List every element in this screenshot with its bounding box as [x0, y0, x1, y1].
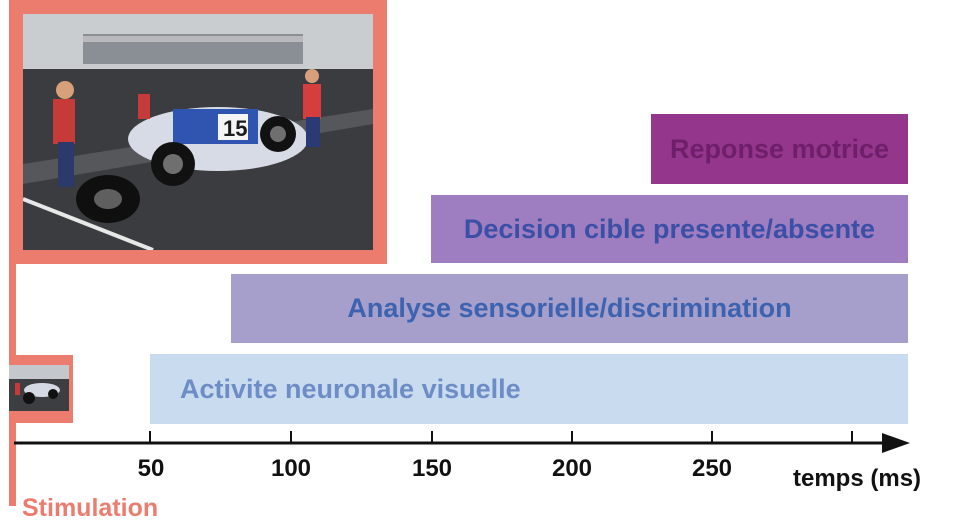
process-bar-analyse-sensorielle: Analyse sensorielle/discrimination — [231, 274, 908, 343]
process-label: Analyse sensorielle/discrimination — [347, 293, 792, 323]
axis-tick-label: 150 — [411, 455, 453, 482]
process-label: Decision cible presente/absente — [463, 213, 876, 244]
axis-tick-label: 250 — [691, 455, 733, 482]
race-car-thumbnail — [9, 365, 69, 411]
stimulus-thumbnail-frame — [9, 355, 73, 423]
axis-tick-label: 200 — [551, 455, 593, 482]
axis-title: temps (ms) — [793, 465, 922, 492]
process-bar-activite-neuronale: Activite neuronale visuelle — [150, 354, 908, 424]
axis-tick-label: 100 — [270, 455, 312, 482]
axis-tick-label: 50 — [137, 455, 165, 482]
process-label: Reponse motrice — [669, 133, 890, 164]
process-bar-reponse-motrice: Reponse motrice — [651, 114, 908, 184]
axis-arrow-icon — [882, 433, 910, 453]
stimulation-label: Stimulation — [22, 494, 159, 522]
time-axis — [14, 431, 910, 453]
svg-text:15: 15 — [223, 116, 247, 141]
stimulus-photo-frame: 15 — [9, 0, 387, 264]
process-bar-decision: Decision cible presente/absente — [431, 195, 908, 263]
race-car-pit-stop-photo: 15 — [23, 14, 373, 250]
process-label: Activite neuronale visuelle — [180, 373, 521, 404]
